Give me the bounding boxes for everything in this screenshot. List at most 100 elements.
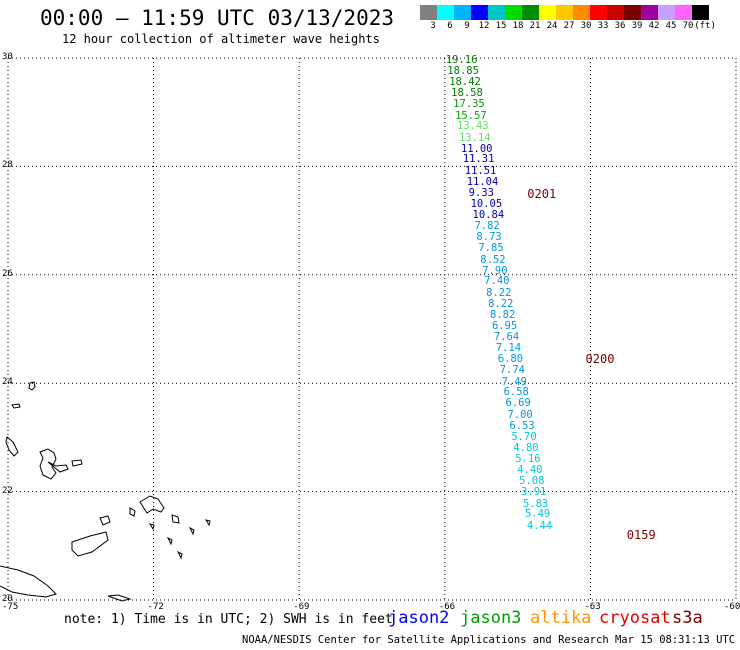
map-subtitle: 12 hour collection of altimeter wave hei… (62, 32, 380, 46)
wave-height-value: 11.51 (464, 164, 497, 177)
color-swatch (624, 5, 641, 20)
island-outline (71, 459, 83, 467)
satellite-legend-item: jason3 (460, 608, 522, 628)
wave-height-value: 11.00 (460, 142, 493, 155)
satellite-legend-item: s3a (672, 608, 703, 628)
color-scale-label: 3 (430, 21, 436, 31)
wave-height-value: 13.43 (457, 120, 489, 133)
wave-height-value: 5.70 (511, 430, 537, 443)
wave-height-value: 8.52 (480, 253, 506, 266)
wave-height-value: 5.49 (524, 508, 551, 521)
island-outline (71, 531, 109, 557)
island-outline (204, 519, 211, 527)
wave-height-value: 17.35 (453, 98, 485, 111)
wave-height-value: 3.91 (521, 486, 547, 499)
longitude-tick-label: -66 (438, 602, 456, 612)
island-outline (47, 461, 69, 473)
latitude-tick-label: 28 (2, 160, 13, 171)
longitude-tick-label: -69 (293, 602, 310, 612)
island-outline (107, 594, 132, 602)
island-outline (139, 495, 165, 514)
color-scale-label: 45 (665, 21, 677, 31)
color-swatch (420, 5, 437, 20)
wave-height-value: 11.31 (462, 153, 495, 166)
color-scale-label: 12 (478, 21, 490, 31)
wave-height-value: 6.95 (491, 319, 518, 332)
island-outline (99, 515, 111, 526)
island-outline (166, 536, 173, 546)
wave-height-value: 6.80 (497, 353, 524, 366)
color-swatch (658, 5, 675, 20)
latitude-tick-label: 20 (2, 594, 13, 604)
island-outline (171, 514, 180, 524)
wave-height-value: 7.82 (474, 220, 500, 233)
wave-height-value: 10.05 (470, 197, 503, 210)
color-scale-label: 39 (631, 21, 643, 31)
color-swatch (539, 5, 556, 20)
latitude-tick-label: 30 (2, 52, 13, 62)
island-outline (176, 550, 183, 560)
longitude-tick-label: -75 (2, 602, 19, 612)
island-outline (129, 507, 136, 517)
color-swatch (488, 5, 505, 20)
color-scale-label: 70 (682, 21, 694, 31)
wave-height-value: 11.04 (466, 175, 499, 188)
wave-height-value: 7.00 (507, 408, 533, 421)
satellite-legend-item: cryosat (599, 608, 671, 628)
color-scale-label: 36 (614, 21, 626, 31)
wave-height-value: 8.22 (486, 286, 512, 299)
longitude-tick-label: -63 (584, 602, 601, 612)
latitude-tick-label: 24 (2, 377, 13, 388)
map-title: 00:00 – 11:59 UTC 03/13/2023 (40, 6, 395, 30)
color-scale-label: 21 (529, 21, 541, 31)
wave-height-value: 7.90 (482, 264, 508, 277)
color-scale-label: 42 (648, 21, 660, 31)
time-label: 0201 (527, 186, 557, 201)
color-swatch (607, 5, 624, 20)
wave-height-value: 5.83 (523, 497, 549, 510)
wave-height-value: 7.64 (493, 331, 520, 344)
wave-height-value: 5.08 (519, 475, 545, 488)
wave-height-value: 4.40 (517, 464, 543, 476)
color-scale-label: 9 (464, 21, 470, 31)
color-swatch (471, 5, 488, 20)
color-scale-label: 27 (563, 21, 575, 31)
wave-height-value: 7.14 (495, 342, 522, 355)
wave-height-value: 8.82 (490, 308, 516, 321)
color-scale-label: 24 (546, 21, 558, 31)
wave-height-value: 5.16 (515, 453, 541, 466)
wave-height-value: 8.73 (476, 231, 502, 244)
satellite-legend-item: altika (530, 608, 592, 628)
credit-line: NOAA/NESDIS Center for Satellite Applica… (242, 634, 740, 646)
latitude-tick-label: 26 (2, 268, 13, 279)
island-outline (39, 448, 57, 480)
island-outline (188, 526, 195, 536)
color-scale-label: 18 (512, 21, 524, 31)
color-swatch (437, 5, 454, 20)
color-swatch (454, 5, 471, 20)
satellite-legend-item: jason2 (388, 608, 450, 628)
color-swatch (505, 5, 522, 20)
island-outline (148, 523, 155, 531)
color-swatch (675, 5, 692, 20)
footnote: note: 1) Time is in UTC; 2) SWH is in fe… (64, 612, 393, 627)
color-scale-bar (420, 5, 709, 20)
longitude-tick-label: -72 (147, 602, 164, 612)
island-outline (11, 403, 21, 409)
longitude-tick-label: -60 (724, 602, 740, 612)
wave-height-value: 15.57 (455, 109, 487, 122)
color-swatch (692, 5, 709, 20)
wave-height-value: 19.16 (445, 54, 478, 67)
latitude-tick-label: 22 (2, 485, 13, 496)
wave-height-value: 6.53 (509, 419, 535, 432)
wave-height-value: 7.40 (484, 275, 510, 288)
wave-height-value: 6.69 (505, 397, 531, 410)
coastlines (0, 381, 211, 602)
wave-height-value: 18.85 (447, 65, 479, 78)
wave-height-value: 6.58 (503, 386, 529, 399)
color-scale-label: 15 (495, 21, 507, 31)
color-scale-label: 6 (447, 21, 453, 31)
wave-height-value: 4.80 (513, 441, 539, 454)
coast-outline (0, 565, 57, 598)
